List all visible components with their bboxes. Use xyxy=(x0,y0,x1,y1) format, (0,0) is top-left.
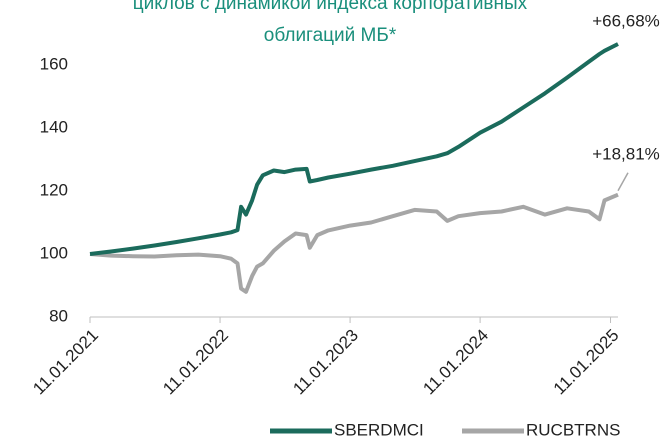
x-tick-label: 11.01.2024 xyxy=(419,326,492,399)
end-label: +66,68% xyxy=(592,11,660,30)
y-tick-label: 100 xyxy=(40,243,68,262)
y-tick-label: 80 xyxy=(49,306,68,325)
chart-title: облигаций МБ* xyxy=(264,25,397,46)
y-tick-label: 140 xyxy=(40,117,68,136)
legend-label: RUCBTRNS xyxy=(526,420,620,439)
legend-label: SBERDMCI xyxy=(334,420,424,439)
x-tick-label: 11.01.2023 xyxy=(289,326,362,399)
x-tick-label: 11.01.2022 xyxy=(159,326,232,399)
x-tick-label: 11.01.2025 xyxy=(550,326,623,399)
chart-title: циклов с динамикой индекса корпоративных xyxy=(133,0,528,14)
x-tick-label: 11.01.2021 xyxy=(29,326,102,399)
line-series xyxy=(89,192,619,294)
y-tick-label: 120 xyxy=(40,180,68,199)
leader-line xyxy=(617,172,629,192)
y-tick-label: 160 xyxy=(40,54,68,73)
line-series xyxy=(89,42,619,256)
end-label: +18,81% xyxy=(592,144,660,163)
